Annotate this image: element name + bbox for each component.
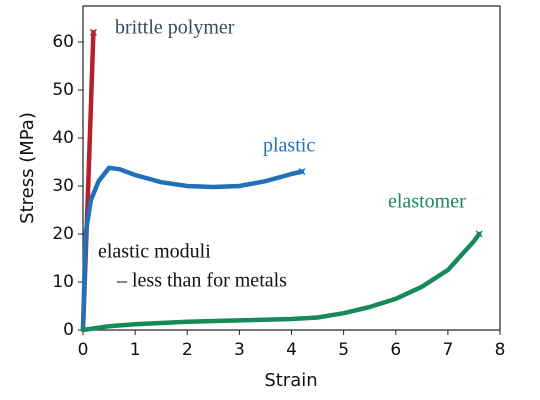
x-tick-label: 0: [78, 340, 89, 360]
y-tick-label: 10: [52, 272, 74, 292]
annotation: – less than for metals: [116, 270, 287, 292]
x-axis-title: Strain: [264, 370, 317, 391]
x-tick-label: 4: [286, 340, 297, 360]
y-axis-title: Stress (MPa): [17, 112, 38, 224]
x-tick-label: 1: [130, 340, 141, 360]
y-tick-label: 60: [52, 32, 74, 52]
x-tick-label: 8: [495, 340, 506, 360]
series-label: elastomer: [388, 191, 466, 213]
x-tick-label: 5: [338, 340, 349, 360]
series-line: [80, 165, 305, 333]
series-label: plastic: [263, 135, 315, 157]
series-label: brittle polymer: [115, 17, 235, 39]
y-tick-label: 50: [52, 80, 74, 100]
y-tick-label: 40: [52, 128, 74, 148]
x-tick-label: 7: [442, 340, 453, 360]
x-tick-label: 6: [390, 340, 401, 360]
x-tick-label: 2: [182, 340, 193, 360]
failure-marker: [475, 230, 483, 238]
series-line: [80, 231, 482, 333]
y-tick-label: 0: [63, 320, 74, 340]
annotation: elastic moduli: [98, 241, 211, 263]
failure-marker: [89, 28, 97, 36]
failure-marker: [298, 168, 306, 176]
y-tick-label: 20: [52, 224, 74, 244]
y-tick-label: 30: [52, 176, 74, 196]
x-tick-label: 3: [234, 340, 245, 360]
